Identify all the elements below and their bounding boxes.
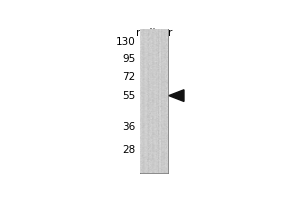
Text: 72: 72 — [122, 72, 135, 82]
Text: 95: 95 — [122, 54, 135, 64]
Text: 130: 130 — [116, 37, 135, 47]
Text: m.liver: m.liver — [136, 28, 172, 38]
Polygon shape — [169, 90, 184, 101]
Text: 55: 55 — [122, 91, 135, 101]
Text: 28: 28 — [122, 145, 135, 155]
Ellipse shape — [147, 72, 160, 82]
Text: 36: 36 — [122, 122, 135, 132]
